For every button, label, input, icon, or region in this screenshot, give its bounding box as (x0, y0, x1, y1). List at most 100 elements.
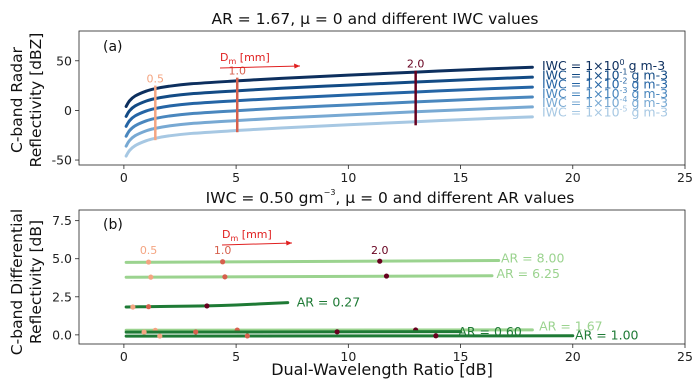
panel-a-label: (a) (103, 39, 123, 55)
panel-b-ytick-label: 7.5 (52, 213, 72, 228)
panel-a-legend-base: IWC = 1×10 (542, 67, 620, 82)
panel-b-dm-dot (204, 303, 210, 309)
panel-a-axes: 0 5 10 15 20 25 -50 0 50 (52, 53, 693, 185)
panel-a-legend-base: IWC = 1×10 (542, 58, 620, 73)
panel-a-legend-entry: IWC = 1×10-5 g m-3 (542, 105, 668, 120)
panel-a-frame (78, 30, 686, 166)
panel-a-legend-entry: IWC = 1×10-4 g m-3 (542, 95, 668, 110)
panel-b-ytick-label: 2.5 (52, 289, 72, 304)
panel-b-series-line (124, 259, 501, 264)
panel-a-xtick-label: 15 (453, 170, 469, 185)
panel-a-xtick-label: 0 (120, 170, 128, 185)
panel-b-dm-title: Dm [mm] (221, 228, 293, 246)
panel-b-xtick-label: 10 (340, 349, 356, 364)
panel-b-frame (78, 209, 686, 345)
panel-a-ylabel-line: Reflectivity [dBZ] (27, 33, 45, 168)
panel-b-title-pre: IWC = 0.50 gm (206, 189, 324, 207)
panel-b-title-exp: −3 (324, 188, 336, 197)
panel-a-dm-title: Dm [mm] (219, 51, 301, 69)
panel-a-legend-unit: g m-3 (628, 105, 669, 120)
panel-a-legend-exp: 0 (620, 58, 625, 67)
panel-a-legend-entry: IWC = 1×10-2 g m-3 (542, 77, 668, 92)
panel-b-dm-label: 0.5 (140, 244, 158, 257)
panel-a-dm-arrowhead (294, 63, 300, 69)
panel-a-ytick-label: 50 (56, 53, 72, 68)
panel-b-dm-dot (145, 304, 152, 310)
panel-a-xtick-label: 10 (340, 170, 356, 185)
x-axis-label: Dual-Wavelength Ratio [dB] (271, 360, 493, 379)
panel-a-legend-base: IWC = 1×10 (542, 105, 620, 120)
panel-a-dm-marker-label: 1.0 (228, 65, 246, 78)
panel-a-dm-marker-label: 2.0 (407, 58, 425, 71)
panel-b-dm-dot (244, 333, 250, 339)
panel-a-dm-sub: m (228, 57, 236, 66)
panel-a-dm-unit: [mm] (236, 51, 270, 64)
panel-a-legend-base: IWC = 1×10 (542, 77, 620, 92)
panel-b-dm-arrowhead (286, 240, 292, 246)
panel-b-series-label: AR = 8.00 (501, 251, 565, 266)
panel-b-dm-D: D (222, 228, 230, 241)
panel-a-legend-exp: -4 (620, 95, 628, 104)
panel-a-legend-base: IWC = 1×10 (542, 95, 620, 110)
panel-a-ytick-label: 0 (64, 103, 72, 118)
panel-b-title-post: , μ = 0 and different AR values (335, 189, 574, 207)
panel-a-xtick-label: 20 (565, 170, 581, 185)
panel-b-dm-unit: [mm] (238, 228, 272, 241)
panel-b-series-line (124, 274, 494, 279)
panel-b-series-label: AR = 6.25 (496, 266, 560, 281)
panel-a-legend-entry: IWC = 1×100 g m-3 (542, 58, 665, 73)
panel-b-xtick-label: 0 (120, 349, 128, 364)
panel-b-dm-dot (334, 329, 340, 335)
panel-b-dm-dot (220, 259, 226, 265)
panel-b-dm-dot (193, 329, 199, 335)
panel-a-xtick-label: 5 (232, 170, 240, 185)
panel-b-xtick-label: 15 (453, 349, 469, 364)
panel-a-ytick-label: -50 (52, 153, 72, 168)
panel-a-ylabel-text: C-band RadarReflectivity [dBZ] (8, 33, 45, 168)
panel-a-legend-unit: g m-3 (625, 58, 666, 73)
panel-b-ylabel-line: C-band Differential (8, 209, 26, 355)
panel-a-legend-unit: g m-3 (628, 86, 669, 101)
panel-a-series (124, 65, 534, 158)
panel-b-series-label: AR = 1.00 (575, 327, 639, 342)
panel-a-legend-base: IWC = 1×10 (542, 86, 620, 101)
panel-a-legend-unit: g m-3 (628, 77, 669, 92)
panel-b-dm-dot (222, 274, 228, 280)
panel-b-dm-title-text: Dm [mm] (222, 228, 272, 243)
panel-a-dm-D: D (220, 51, 228, 64)
panel-b-xtick-label: 25 (677, 349, 693, 364)
panel-b-dm-sub: m (230, 234, 238, 243)
panel-a-title: AR = 1.67, μ = 0 and different IWC value… (212, 10, 539, 28)
panel-b: IWC = 0.50 gm−3, μ = 0 and different AR … (8, 188, 693, 379)
panel-b-series-label: AR = 0.27 (297, 295, 361, 310)
panel-b-xtick-label: 5 (232, 349, 240, 364)
panel-a-legend-unit: g m-3 (628, 95, 669, 110)
panel-b-title: IWC = 0.50 gm−3, μ = 0 and different AR … (206, 188, 575, 207)
panel-b-dm-dot (145, 259, 152, 265)
panel-b-dm-dot (433, 333, 439, 339)
panel-a-xtick-label: 25 (677, 170, 693, 185)
panel-b-dm-arrow (221, 242, 293, 246)
panel-a-dm-marker-label: 0.5 (147, 73, 165, 86)
panel-b-axes: 0 5 10 15 20 25 0.0 2.5 5.0 7.5 (52, 213, 693, 364)
panel-b-dm-dot (148, 274, 154, 280)
panel-b-dm-label: 2.0 (371, 244, 389, 257)
panel-b-ylabel-text: C-band DifferentialReflectivity [dB] (8, 209, 45, 355)
panel-a-ylabel-line: C-band Radar (8, 46, 26, 153)
panel-b-series-line (124, 301, 290, 309)
panel-b-dm-dot (377, 258, 383, 264)
panel-a-dm-title-text: Dm [mm] (220, 51, 270, 66)
panel-a-ylabel: C-band RadarReflectivity [dBZ] (8, 33, 45, 168)
panel-b-series-label: AR = 1.67 (539, 318, 603, 333)
panel-b-dm-dot (141, 329, 147, 335)
panel-b-ylabel: C-band DifferentialReflectivity [dB] (8, 209, 45, 355)
panel-a-legend-exp: -2 (620, 77, 628, 86)
panel-b-label: (b) (103, 217, 123, 233)
panel-b-dm-label: 1.0 (214, 244, 232, 257)
panel-b-ylabel-line: Reflectivity [dB] (27, 220, 45, 344)
panel-b-dm-dot (157, 333, 163, 339)
panel-a-dm-markers: 0.5 1.0 2.0 (147, 58, 425, 141)
